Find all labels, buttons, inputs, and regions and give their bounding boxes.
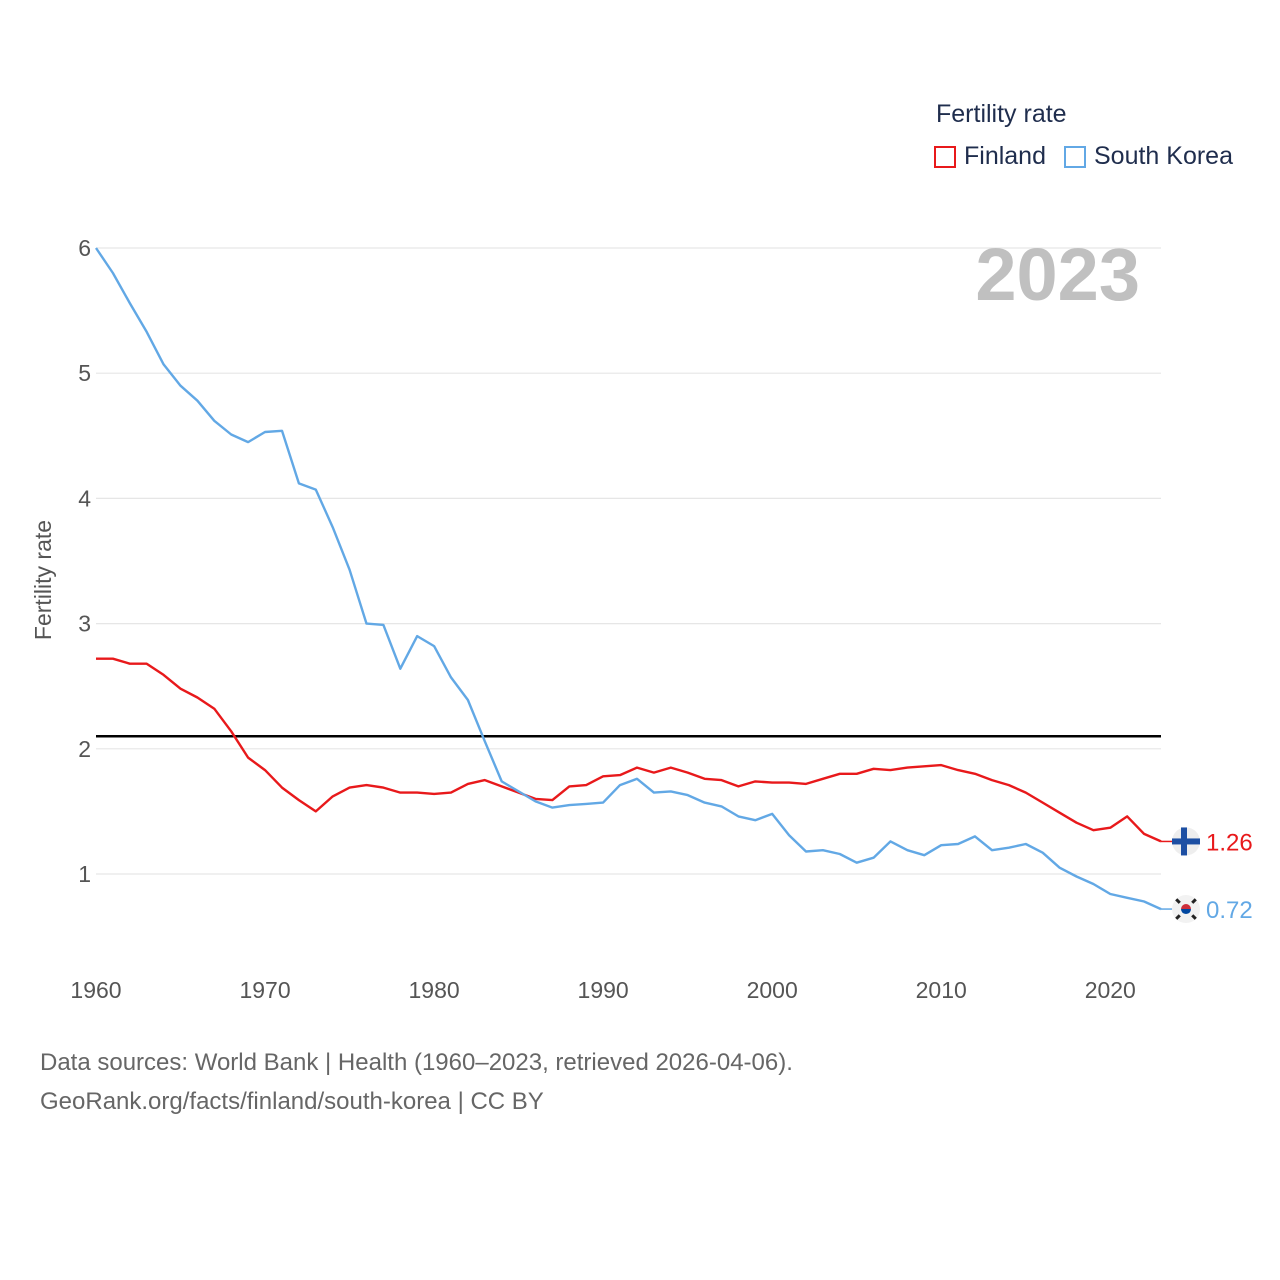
y-tick-label: 6 bbox=[78, 235, 91, 261]
x-axis-ticks: 1960 1970 1980 1990 2000 2010 2020 bbox=[70, 977, 1135, 1003]
year-watermark: 2023 bbox=[975, 233, 1140, 316]
x-tick-label: 2000 bbox=[747, 977, 798, 1003]
data-sources: Data sources: World Bank | Health (1960–… bbox=[40, 1043, 793, 1121]
series-lines bbox=[95, 247, 1162, 911]
license-line[interactable]: GeoRank.org/facts/finland/south-korea | … bbox=[40, 1088, 544, 1115]
y-axis-ticks: 1 2 3 4 5 6 bbox=[78, 235, 91, 887]
gridlines bbox=[96, 247, 1161, 875]
legend-swatch-south-korea bbox=[1064, 145, 1086, 168]
y-tick-label: 3 bbox=[78, 611, 91, 637]
legend: Finland South Korea bbox=[934, 142, 1251, 171]
end-labels: 1.26 0.72 bbox=[1161, 827, 1253, 924]
x-tick-label: 1990 bbox=[578, 977, 629, 1003]
legend-item-finland[interactable]: Finland bbox=[934, 142, 1046, 171]
x-tick-label: 2020 bbox=[1085, 977, 1136, 1003]
end-value-south-korea: 0.72 bbox=[1206, 897, 1253, 924]
series-line-south-korea bbox=[95, 247, 1162, 911]
x-tick-label: 1960 bbox=[70, 977, 121, 1003]
end-value-finland: 1.26 bbox=[1206, 829, 1253, 856]
legend-label-south-korea: South Korea bbox=[1094, 142, 1233, 170]
finland-flag-icon bbox=[1172, 827, 1200, 856]
x-tick-label: 2010 bbox=[916, 977, 967, 1003]
legend-title: Fertility rate bbox=[936, 100, 1067, 128]
sources-line: Data sources: World Bank | Health (1960–… bbox=[40, 1049, 793, 1076]
y-tick-label: 2 bbox=[78, 736, 91, 762]
y-tick-label: 1 bbox=[78, 861, 91, 887]
legend-item-south-korea[interactable]: South Korea bbox=[1064, 142, 1233, 171]
south-korea-flag-icon bbox=[1172, 895, 1200, 924]
x-tick-label: 1970 bbox=[239, 977, 290, 1003]
legend-swatch-finland bbox=[934, 145, 956, 168]
y-axis-label: Fertility rate bbox=[30, 520, 56, 640]
legend-label-finland: Finland bbox=[964, 142, 1046, 170]
series-line-finland bbox=[96, 657, 1162, 843]
y-tick-label: 4 bbox=[78, 485, 91, 511]
x-tick-label: 1980 bbox=[409, 977, 460, 1003]
y-tick-label: 5 bbox=[78, 360, 91, 386]
